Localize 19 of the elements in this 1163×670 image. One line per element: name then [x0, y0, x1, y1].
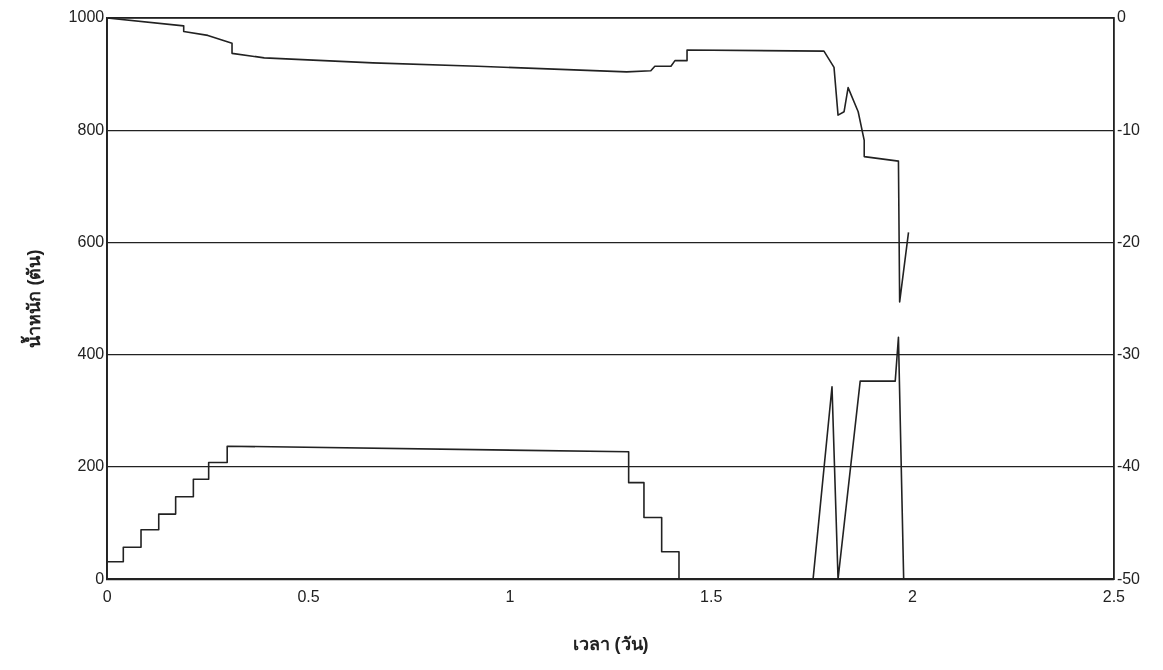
y-tick-label: 1000	[68, 8, 105, 26]
y-axis-title: น้ำหนัก (ตัน)	[19, 249, 44, 348]
x-tick-label: 0.5	[297, 588, 320, 606]
y2-tick-label: -50	[1116, 569, 1141, 587]
x-axis-title: เวลา (วัน)	[572, 634, 649, 655]
y-tick-label: 200	[77, 457, 105, 475]
y2-tick-label: -10	[1116, 120, 1141, 138]
x-tick-label: 2.5	[1102, 588, 1126, 606]
y-tick-label: 400	[77, 345, 105, 363]
y-tick-label: 600	[77, 232, 105, 250]
x-tick-label: 1	[505, 588, 515, 606]
x-tick-label: 2	[908, 588, 918, 606]
x-tick-label: 1.5	[700, 588, 723, 606]
y2-tick-label: -30	[1116, 345, 1141, 363]
y2-tick-label: -40	[1116, 457, 1141, 475]
y2-tick-label: -20	[1116, 232, 1141, 250]
y-tick-label: 0	[95, 569, 105, 587]
y2-tick-label: 0	[1116, 8, 1126, 26]
y-tick-label: 800	[77, 120, 105, 138]
